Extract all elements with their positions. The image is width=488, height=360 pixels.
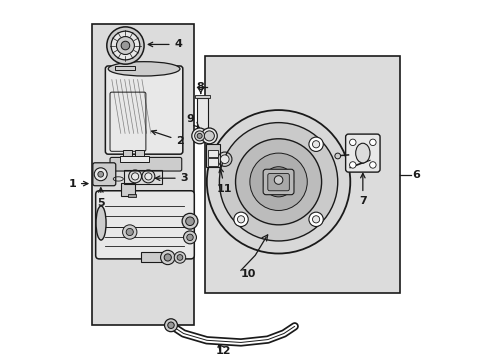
Circle shape xyxy=(204,131,214,141)
Circle shape xyxy=(185,217,194,226)
FancyBboxPatch shape xyxy=(93,163,116,186)
Circle shape xyxy=(122,225,137,239)
Circle shape xyxy=(312,141,319,148)
Circle shape xyxy=(274,176,282,184)
Circle shape xyxy=(206,110,349,253)
Circle shape xyxy=(121,41,129,50)
Bar xyxy=(141,252,166,262)
Bar xyxy=(115,66,135,69)
Circle shape xyxy=(164,254,171,261)
Text: 8: 8 xyxy=(197,82,204,92)
Text: 4: 4 xyxy=(148,40,182,49)
Circle shape xyxy=(263,167,293,197)
Circle shape xyxy=(197,134,202,138)
Circle shape xyxy=(219,123,337,241)
Text: 1: 1 xyxy=(68,179,88,189)
Circle shape xyxy=(116,37,134,54)
Ellipse shape xyxy=(96,206,106,240)
Circle shape xyxy=(349,162,355,168)
Bar xyxy=(204,56,400,293)
Circle shape xyxy=(98,171,103,177)
Circle shape xyxy=(186,234,193,240)
Text: 7: 7 xyxy=(358,174,366,206)
Text: 9: 9 xyxy=(186,114,199,127)
Ellipse shape xyxy=(108,62,180,76)
Circle shape xyxy=(233,212,248,226)
Bar xyxy=(121,183,135,196)
Circle shape xyxy=(106,27,144,64)
FancyBboxPatch shape xyxy=(263,169,293,195)
Text: 11: 11 xyxy=(217,168,232,194)
Bar xyxy=(135,150,144,158)
Circle shape xyxy=(177,255,183,260)
Text: 12: 12 xyxy=(215,346,230,356)
Bar xyxy=(207,158,218,166)
Circle shape xyxy=(308,212,323,226)
Text: 10: 10 xyxy=(241,269,256,279)
Bar xyxy=(118,54,132,68)
Circle shape xyxy=(312,216,319,223)
Circle shape xyxy=(334,153,340,159)
Text: 6: 6 xyxy=(411,170,419,180)
FancyBboxPatch shape xyxy=(96,191,194,259)
Circle shape xyxy=(160,250,175,265)
Circle shape xyxy=(237,216,244,223)
Circle shape xyxy=(308,137,323,152)
Bar xyxy=(207,149,218,157)
Circle shape xyxy=(271,175,285,188)
Bar xyxy=(120,156,148,162)
Circle shape xyxy=(349,139,355,145)
Circle shape xyxy=(144,173,152,180)
FancyBboxPatch shape xyxy=(345,134,379,172)
Bar xyxy=(124,170,162,184)
Circle shape xyxy=(94,168,107,181)
Circle shape xyxy=(126,228,133,235)
FancyBboxPatch shape xyxy=(105,66,183,154)
Circle shape xyxy=(164,319,177,332)
Bar xyxy=(92,24,194,325)
Bar xyxy=(128,194,136,197)
Circle shape xyxy=(201,128,217,144)
Circle shape xyxy=(369,139,375,145)
Text: 5: 5 xyxy=(97,188,104,208)
Circle shape xyxy=(183,231,196,244)
Circle shape xyxy=(249,153,306,211)
Circle shape xyxy=(182,213,198,229)
Circle shape xyxy=(174,252,185,263)
Text: 3: 3 xyxy=(155,173,188,183)
Bar xyxy=(123,150,132,158)
Text: 2: 2 xyxy=(151,130,184,145)
Circle shape xyxy=(220,155,228,163)
FancyBboxPatch shape xyxy=(110,157,182,171)
Ellipse shape xyxy=(355,143,369,163)
Circle shape xyxy=(191,128,207,144)
Circle shape xyxy=(111,31,140,60)
Bar xyxy=(195,95,209,98)
FancyBboxPatch shape xyxy=(267,174,289,191)
Circle shape xyxy=(235,139,321,225)
Bar xyxy=(197,98,207,130)
Circle shape xyxy=(369,162,375,168)
Bar xyxy=(206,144,219,167)
Circle shape xyxy=(131,173,139,180)
Circle shape xyxy=(167,322,174,328)
Circle shape xyxy=(194,131,204,141)
